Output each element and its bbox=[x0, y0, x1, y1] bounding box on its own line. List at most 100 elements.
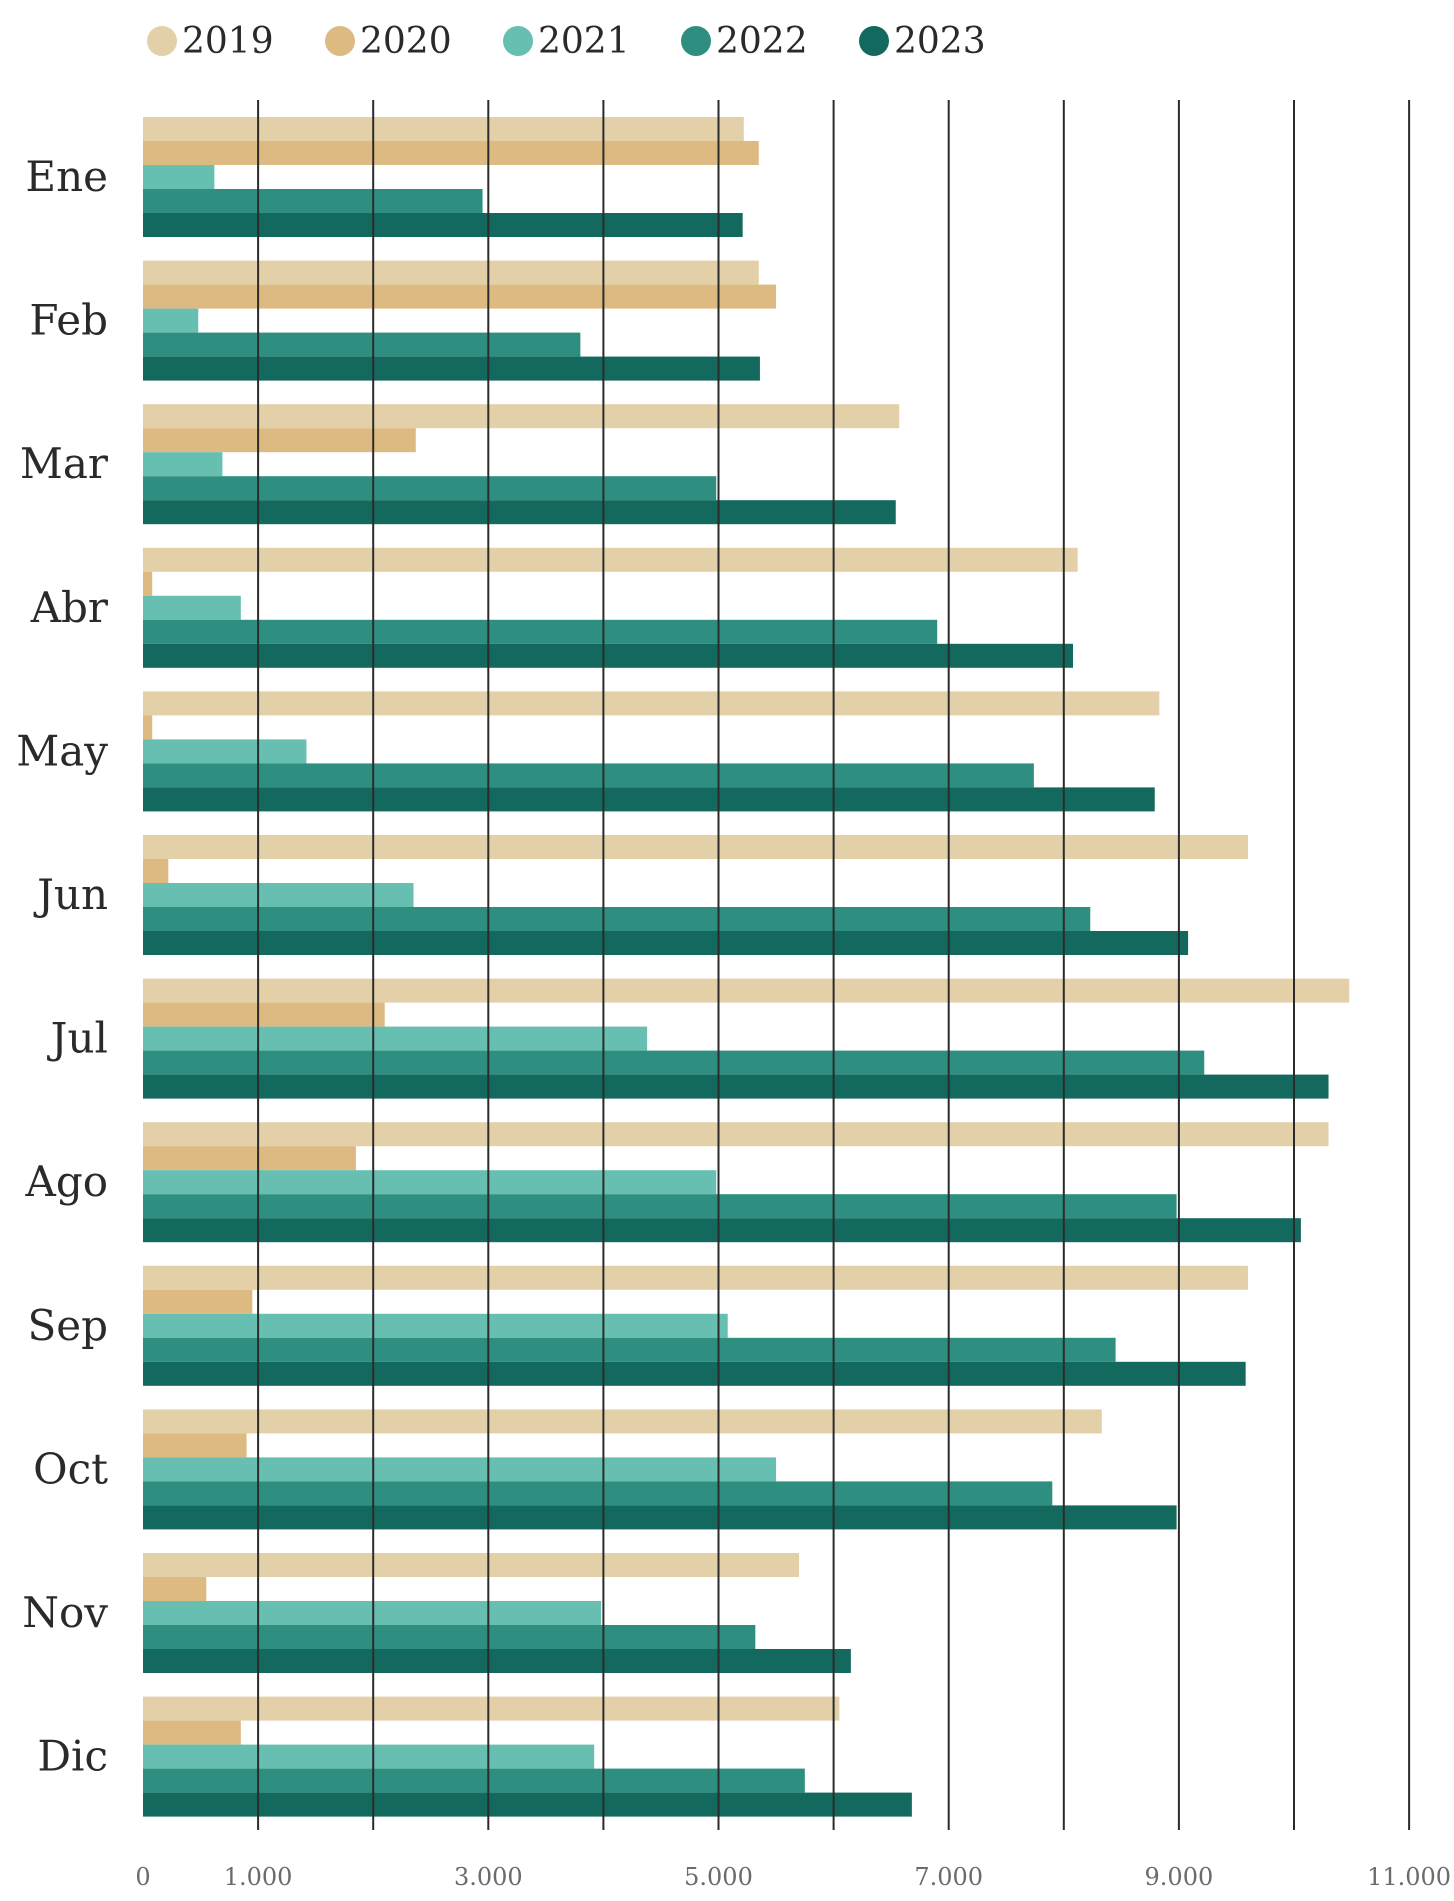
bar-jun-2020 bbox=[143, 859, 169, 883]
legend-swatch-2022 bbox=[681, 26, 711, 56]
bar-abr-2022 bbox=[143, 619, 938, 644]
bar-feb-2023 bbox=[143, 356, 760, 381]
legend-item-2023: 2023 bbox=[859, 21, 986, 62]
bar-mar-2023 bbox=[143, 500, 896, 525]
category-label-dic: Dic bbox=[37, 1732, 108, 1781]
legend: 2019 2020 2021 2022 2023 bbox=[147, 21, 986, 62]
legend-item-2020: 2020 bbox=[325, 21, 452, 62]
x-tick-label: 11.000 bbox=[1367, 1863, 1451, 1891]
bar-nov-2021 bbox=[143, 1601, 602, 1625]
bar-dic-2023 bbox=[143, 1792, 912, 1817]
bar-abr-2019 bbox=[143, 547, 1078, 572]
category-label-feb: Feb bbox=[29, 296, 108, 345]
bar-ago-2020 bbox=[143, 1146, 356, 1171]
bar-abr-2023 bbox=[143, 643, 1074, 668]
bar-ago-2022 bbox=[143, 1194, 1177, 1219]
bar-jun-2019 bbox=[143, 835, 1248, 859]
x-tick-label: 5.000 bbox=[684, 1863, 753, 1891]
bar-nov-2020 bbox=[143, 1577, 207, 1601]
bar-ene-2021 bbox=[143, 165, 215, 189]
bar-oct-2022 bbox=[143, 1481, 1053, 1506]
bar-group-nov bbox=[143, 1553, 851, 1673]
bar-group-ago bbox=[143, 1122, 1329, 1243]
bar-group-oct bbox=[143, 1409, 1177, 1530]
bar-group-dic bbox=[143, 1696, 912, 1817]
category-label-ene: Ene bbox=[25, 152, 108, 201]
bar-group-mar bbox=[143, 404, 900, 525]
category-label-jun: Jun bbox=[33, 870, 108, 919]
bar-oct-2020 bbox=[143, 1433, 247, 1458]
bar-dic-2020 bbox=[143, 1720, 241, 1745]
bar-ago-2019 bbox=[143, 1122, 1329, 1147]
bar-mar-2019 bbox=[143, 404, 900, 429]
bar-mar-2021 bbox=[143, 452, 223, 477]
bar-feb-2019 bbox=[143, 260, 759, 285]
legend-item-2022: 2022 bbox=[681, 21, 808, 62]
category-label-oct: Oct bbox=[33, 1444, 108, 1493]
bar-jun-2022 bbox=[143, 907, 1091, 931]
bar-sep-2021 bbox=[143, 1313, 728, 1338]
bar-jul-2019 bbox=[143, 978, 1350, 1003]
bar-nov-2023 bbox=[143, 1649, 851, 1673]
bar-sep-2020 bbox=[143, 1289, 253, 1314]
bar-mar-2020 bbox=[143, 428, 416, 453]
bar-group-ene bbox=[143, 117, 759, 237]
x-tick-label: 3.000 bbox=[454, 1863, 523, 1891]
bar-sep-2023 bbox=[143, 1361, 1246, 1386]
bars-layer bbox=[143, 117, 1350, 1817]
legend-item-2021: 2021 bbox=[503, 21, 630, 62]
category-label-abr: Abr bbox=[30, 583, 109, 632]
legend-swatch-2020 bbox=[325, 26, 355, 56]
bar-oct-2021 bbox=[143, 1457, 777, 1482]
bar-jul-2021 bbox=[143, 1026, 648, 1051]
bar-sep-2022 bbox=[143, 1337, 1116, 1362]
bar-group-abr bbox=[143, 547, 1078, 668]
bar-dic-2019 bbox=[143, 1696, 840, 1721]
x-tick-label: 1.000 bbox=[224, 1863, 293, 1891]
bar-sep-2019 bbox=[143, 1265, 1248, 1290]
category-label-mar: Mar bbox=[20, 439, 109, 488]
bar-group-feb bbox=[143, 260, 777, 381]
bar-ene-2020 bbox=[143, 141, 759, 165]
legend-label-2020: 2020 bbox=[360, 21, 452, 62]
gridlines bbox=[257, 100, 1411, 1830]
bar-ene-2019 bbox=[143, 117, 744, 141]
bar-group-sep bbox=[143, 1265, 1248, 1386]
bar-ene-2022 bbox=[143, 189, 483, 213]
x-tick-label: 7.000 bbox=[914, 1863, 983, 1891]
category-labels: Ene Feb Mar Abr May Jun Jul Ago Sep Oct Nov Dic bbox=[16, 152, 109, 1781]
x-tick-label: 0 bbox=[135, 1863, 150, 1891]
category-label-nov: Nov bbox=[22, 1588, 108, 1637]
bar-jul-2022 bbox=[143, 1050, 1205, 1075]
category-label-jul: Jul bbox=[47, 1014, 108, 1063]
legend-swatch-2023 bbox=[859, 26, 889, 56]
bar-ago-2023 bbox=[143, 1218, 1301, 1243]
bar-group-jun bbox=[143, 835, 1248, 955]
bar-jun-2023 bbox=[143, 931, 1189, 955]
bar-dic-2021 bbox=[143, 1744, 595, 1769]
bar-may-2022 bbox=[143, 763, 1034, 788]
legend-swatch-2021 bbox=[503, 26, 533, 56]
legend-item-2019: 2019 bbox=[147, 21, 274, 62]
bar-abr-2021 bbox=[143, 595, 241, 620]
bar-dic-2022 bbox=[143, 1768, 805, 1793]
bar-nov-2022 bbox=[143, 1625, 756, 1649]
bar-may-2021 bbox=[143, 739, 307, 764]
bar-feb-2021 bbox=[143, 308, 199, 333]
bar-group-jul bbox=[143, 978, 1350, 1099]
bar-feb-2022 bbox=[143, 332, 581, 357]
category-label-ago: Ago bbox=[24, 1157, 108, 1206]
x-axis-ticks: 0 1.000 3.000 5.000 7.000 9.000 11.000 bbox=[135, 1863, 1451, 1891]
bar-abr-2020 bbox=[143, 571, 153, 596]
x-tick-label: 9.000 bbox=[1145, 1863, 1214, 1891]
bar-ene-2023 bbox=[143, 213, 743, 237]
legend-swatch-2019 bbox=[147, 26, 177, 56]
bar-oct-2019 bbox=[143, 1409, 1102, 1434]
bar-jun-2021 bbox=[143, 883, 414, 907]
bar-jul-2020 bbox=[143, 1002, 385, 1027]
bar-ago-2021 bbox=[143, 1170, 717, 1195]
legend-label-2022: 2022 bbox=[716, 21, 808, 62]
bar-may-2020 bbox=[143, 715, 153, 740]
bar-nov-2019 bbox=[143, 1553, 800, 1577]
